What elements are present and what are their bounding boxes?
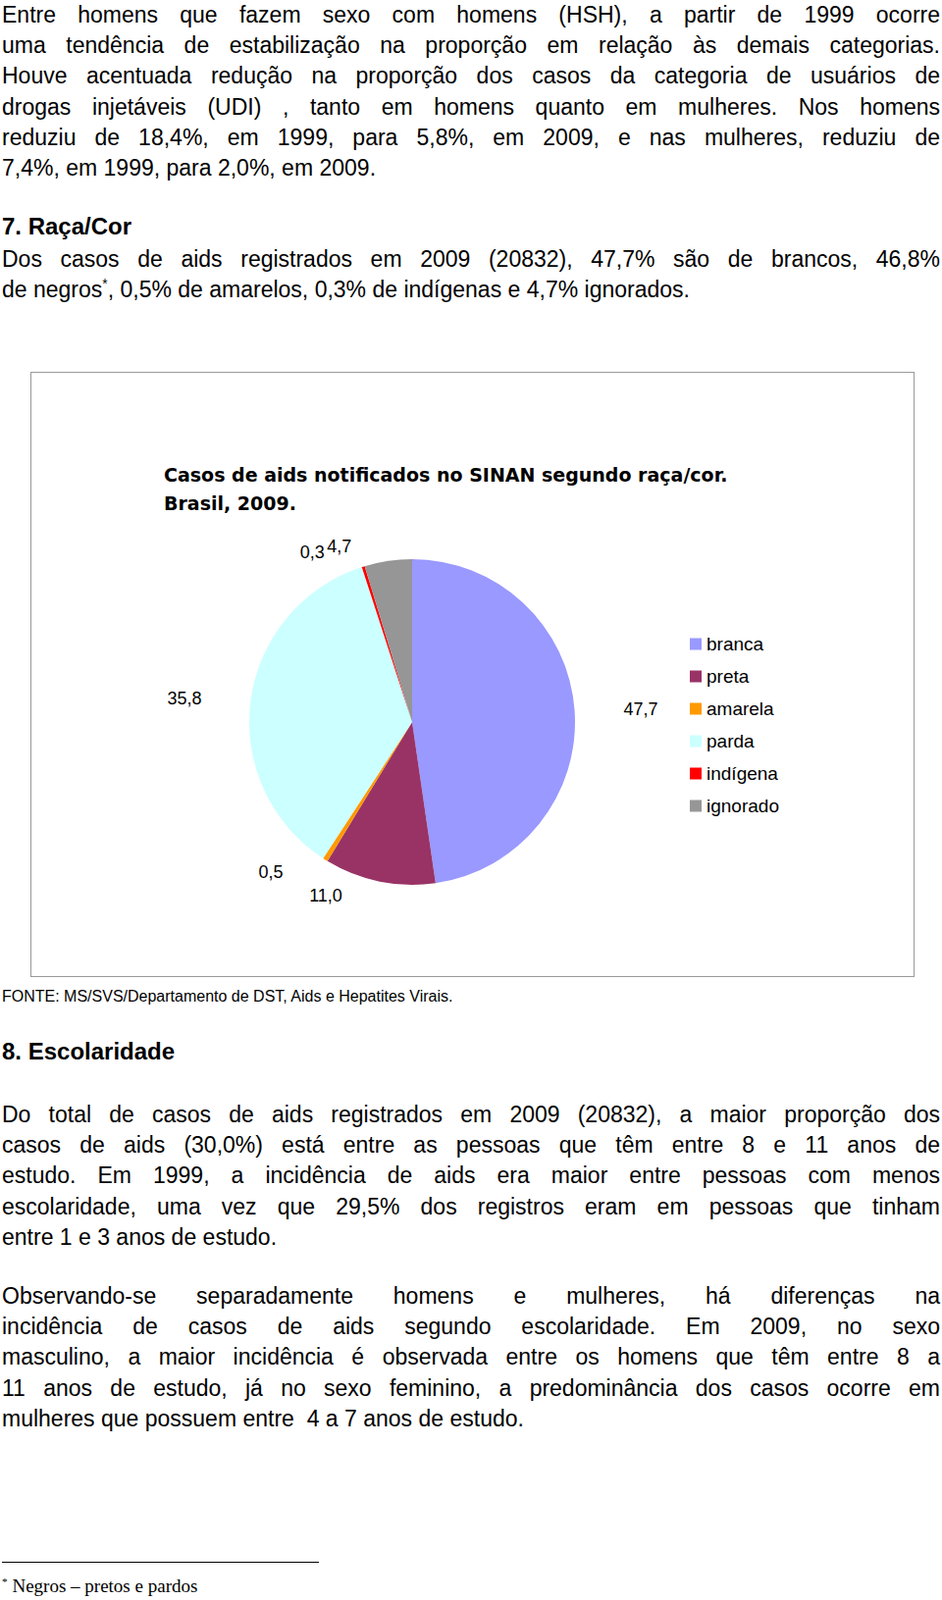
html-text:casos de aids (30,0%) está ent: casos de aids (30,0%) está entre as pess… — [1, 1132, 941, 1159]
html-text:Houve acentuada redução na pro: Houve acentuada redução na proporção dos… — [1, 63, 941, 89]
html-text:uma tendência de estabilização: uma tendência de estabilização na propor… — [1, 32, 941, 59]
svg-text:0,3: 0,3 — [300, 542, 325, 563]
html-text:drogas injetáveis (UDI) , tant: drogas injetáveis (UDI) , tanto em homen… — [1, 93, 941, 120]
svg-text:Brasil, 2009.: Brasil, 2009. — [163, 492, 297, 515]
html-text:Entre homens que fazem sexo co: Entre homens que fazem sexo com homens (… — [1, 1, 941, 28]
html-text:reduziu de 18,4%, em 1999, par: reduziu de 18,4%, em 1999, para 5,8%, em… — [1, 124, 941, 150]
html-text:Do total de casos de aids regi: Do total de casos de aids registrados em… — [1, 1101, 941, 1128]
html-text:11 anos de estudo, já no sexo: 11 anos de estudo, já no sexo feminino, … — [1, 1375, 941, 1401]
html-text:Observando-se separadamente ho: Observando-se separadamente homens e mul… — [1, 1283, 941, 1309]
html-text:incidência de casos de aids se: incidência de casos de aids segundo esco… — [1, 1314, 941, 1340]
html-text:Dos casos de aids registrados: Dos casos de aids registrados em 2009 (2… — [1, 246, 941, 272]
svg-text:4,7: 4,7 — [326, 536, 352, 557]
svg-text:ignorado: ignorado — [706, 795, 780, 817]
html-text:7,4%, em 1999, para 2,0%, em 2: 7,4%, em 1999, para 2,0%, em 2009. — [1, 154, 376, 181]
html-text:masculino, a maior incidência: masculino, a maior incidência é observad… — [1, 1344, 941, 1371]
svg-text:47,7: 47,7 — [624, 699, 659, 720]
svg-text:Casos de aids notificados no S: Casos de aids notificados no SINAN segun… — [163, 464, 729, 486]
html-text:*Negros – pretos e pardos: *Negros – pretos e pardos — [1, 1575, 198, 1597]
svg-text:branca: branca — [706, 633, 765, 655]
html-text:de negros*, 0,5% de amarelos,: de negros*, 0,5% de amarelos, 0,3% de in… — [1, 276, 690, 303]
svg-text:indígena: indígena — [706, 763, 779, 785]
html-text:FONTE: MS/SVS/Departamento de: FONTE: MS/SVS/Departamento de DST, Aids … — [1, 988, 453, 1005]
svg-text:35,8: 35,8 — [167, 688, 203, 709]
html-text:estudo. Em 1999, a incidência: estudo. Em 1999, a incidência de aids er… — [1, 1163, 941, 1189]
html-text:mulheres que possuem entre 4 a: mulheres que possuem entre 4 a 7 anos de… — [1, 1405, 524, 1432]
svg-text:parda: parda — [706, 731, 755, 752]
html-text:8. Escolaridade: 8. Escolaridade — [1, 1038, 175, 1065]
svg-text:11,0: 11,0 — [309, 886, 343, 906]
html-text:escolaridade, uma vez que 29,5: escolaridade, uma vez que 29,5% dos regi… — [1, 1193, 941, 1220]
svg-text:amarela: amarela — [706, 698, 775, 720]
html-text:7. Raça/Cor: 7. Raça/Cor — [1, 212, 132, 240]
html-text:entre 1 e 3 anos de estudo.: entre 1 e 3 anos de estudo. — [1, 1224, 277, 1250]
svg-text:preta: preta — [706, 666, 750, 687]
svg-text:0,5: 0,5 — [258, 862, 283, 883]
